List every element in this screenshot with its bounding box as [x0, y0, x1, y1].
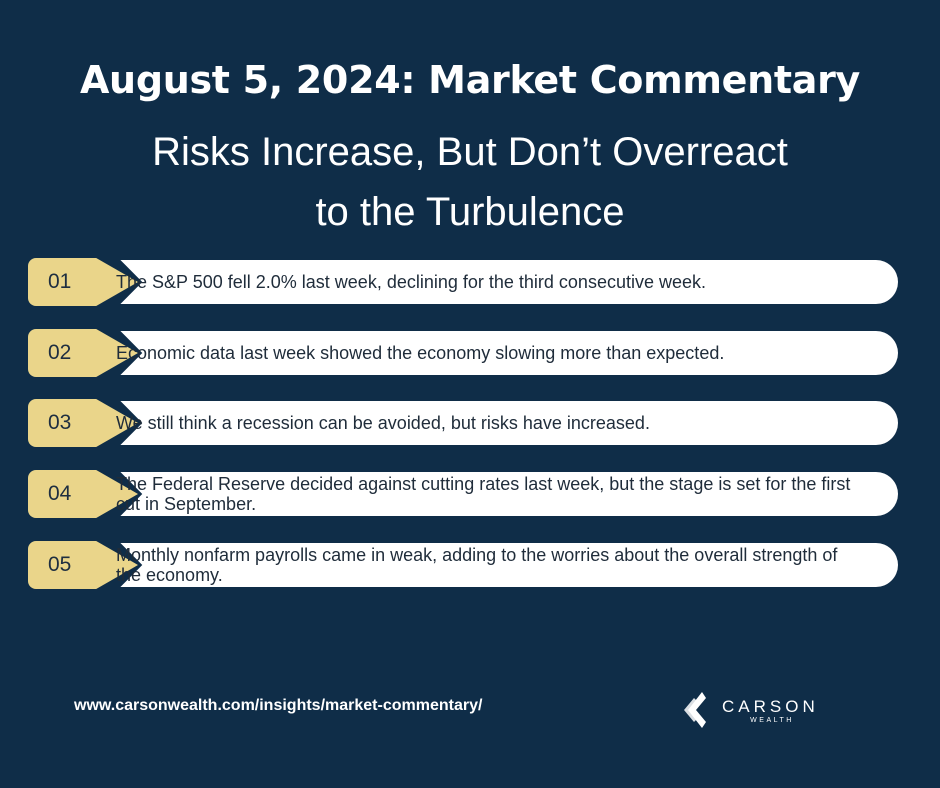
- carson-wealth-logo: CARSON WEALTH: [684, 690, 824, 730]
- subtitle-line-2: to the Turbulence: [315, 190, 625, 234]
- subtitle-line-1: Risks Increase, But Don’t Overreact: [152, 130, 788, 174]
- item-pill: [120, 401, 898, 445]
- page-title: August 5, 2024: Market Commentary: [79, 58, 861, 102]
- item-text: Monthly nonfarm payrolls came in weak, a…: [116, 545, 838, 585]
- logo-name: CARSON: [722, 697, 819, 716]
- item-text: We still think a recession can be avoide…: [116, 413, 650, 433]
- website-link[interactable]: www.carsonwealth.com/insights/market-com…: [74, 697, 483, 714]
- item-text: The Federal Reserve decided against cutt…: [116, 474, 851, 514]
- page-subtitle: Risks Increase, But Don’t Overreact to t…: [0, 122, 940, 242]
- list-item: 01 The S&P 500 fell 2.0% last week, decl…: [28, 258, 898, 306]
- item-pill: [120, 472, 898, 516]
- list-item: 03 We still think a recession can be avo…: [28, 399, 898, 447]
- item-text: The S&P 500 fell 2.0% last week, declini…: [116, 272, 706, 292]
- item-text: Economic data last week showed the econo…: [116, 343, 725, 363]
- item-number: 02: [48, 341, 72, 364]
- list-item: 02 Economic data last week showed the ec…: [28, 329, 898, 377]
- list-item: 04 The Federal Reserve decided against c…: [28, 470, 898, 518]
- item-pill: [120, 260, 898, 304]
- item-number: 05: [48, 553, 72, 576]
- item-pill: [120, 331, 898, 375]
- logo-sub: WEALTH: [750, 717, 794, 724]
- item-number: 04: [48, 482, 72, 505]
- item-pill: [120, 543, 898, 587]
- list-item: 05 Monthly nonfarm payrolls came in weak…: [28, 541, 898, 589]
- carson-wealth-logo-icon: [684, 692, 706, 728]
- item-number: 03: [48, 411, 72, 434]
- item-number: 01: [48, 270, 72, 293]
